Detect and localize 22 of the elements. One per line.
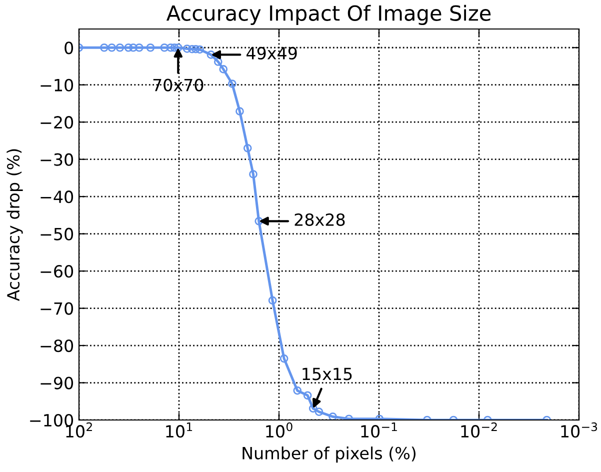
y-tick-label: −70 [40, 302, 74, 315]
y-tick-label: −30 [40, 153, 74, 166]
y-tick-label: −40 [40, 190, 74, 204]
y-tick-label: −50 [40, 228, 74, 240]
x-tick-label: 10$^{1}$ [166, 422, 192, 438]
x-tick-label: 10$^{0}$ [266, 422, 292, 438]
x-tick-label: 10$^{−1}$ [361, 422, 397, 438]
y-tick-label: −60 [40, 265, 74, 278]
y-tick-label: −20 [40, 116, 74, 129]
annotation: 49x49 [246, 46, 297, 60]
x-tick-label: 10$^{−2}$ [461, 422, 497, 438]
y-tick-label: −10 [40, 78, 74, 92]
annotation: 70x70 [153, 78, 204, 92]
chart-title: Accuracy Impact Of Image Size [166, 4, 491, 25]
x-axis-title: Number of pixels (%) [242, 446, 416, 463]
annotation: 28x28 [294, 213, 345, 226]
y-tick-label: −90 [40, 376, 74, 390]
y-axis-title: Accuracy drop (%) [6, 149, 23, 302]
y-tick-label: −80 [40, 339, 74, 352]
annotation: 15x15 [302, 368, 352, 380]
y-tick-label: 0 [64, 42, 74, 54]
x-tick-label: 10$^{−3}$ [561, 422, 598, 438]
